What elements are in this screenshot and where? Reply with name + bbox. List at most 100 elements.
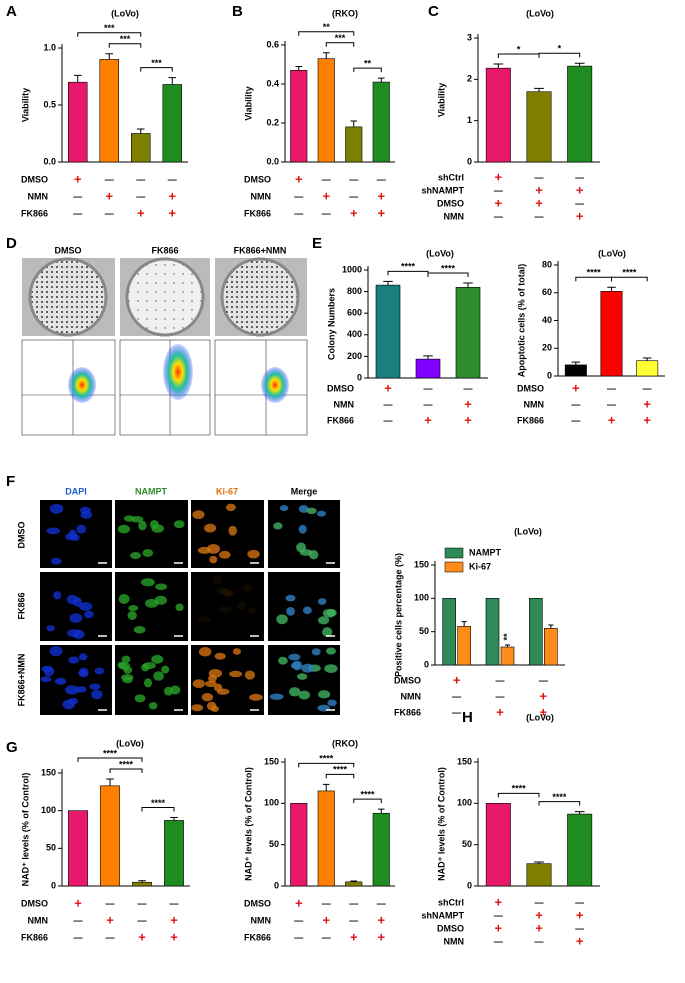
condition-sign: — <box>322 208 331 218</box>
cell <box>155 583 168 591</box>
y-tick-label: 20 <box>542 343 552 353</box>
cell <box>290 662 301 669</box>
condition-sign: — <box>322 932 331 942</box>
condition-sign: + <box>170 912 178 927</box>
bar <box>68 81 88 163</box>
significance-label: *** <box>120 34 131 44</box>
condition-sign: + <box>377 929 385 944</box>
error-bar <box>548 624 554 629</box>
y-tick-label: 0 <box>467 156 472 166</box>
cell <box>76 524 87 534</box>
condition-sign: + <box>424 412 432 427</box>
significance-bracket <box>108 43 142 48</box>
condition-label: DMSO <box>437 198 464 208</box>
error-bar <box>383 280 393 286</box>
cell <box>212 575 222 585</box>
condition-sign: + <box>540 688 548 703</box>
significance-label: **** <box>441 263 456 273</box>
micrographs <box>40 500 340 715</box>
condition-sign: — <box>575 897 584 907</box>
image-label: FK866 <box>151 245 178 255</box>
error-bar <box>350 880 358 882</box>
cell <box>121 674 134 681</box>
cell <box>204 523 217 533</box>
cell <box>306 507 317 515</box>
condition-label: shNAMPT <box>422 185 465 195</box>
bar <box>131 133 151 163</box>
condition-sign: + <box>138 929 146 944</box>
y-axis-label: Viability <box>20 88 30 122</box>
y-axis-label: NAD⁺ levels (% of Control) <box>436 767 446 881</box>
condition-sign: + <box>377 912 385 927</box>
condition-label: FK866 <box>517 415 544 425</box>
condition-sign: — <box>106 898 115 908</box>
cell <box>46 527 61 535</box>
cell <box>273 522 283 530</box>
cell <box>138 520 147 531</box>
bar <box>526 863 552 887</box>
condition-sign: + <box>576 182 584 197</box>
error-bar <box>534 861 544 864</box>
y-tick-label: 50 <box>46 843 56 853</box>
significance-label: **** <box>552 792 567 802</box>
condition-label: NMN <box>524 399 545 409</box>
bar <box>164 820 184 887</box>
error-bar <box>574 62 585 67</box>
condition-sign: — <box>575 923 584 933</box>
bar <box>455 286 481 379</box>
cell <box>322 627 333 637</box>
cell <box>192 679 205 689</box>
error-bar <box>571 361 581 365</box>
y-tick-label: 0.5 <box>43 99 56 109</box>
condition-sign: + <box>170 929 178 944</box>
y-tick-label: 60 <box>542 287 552 297</box>
condition-sign: — <box>452 691 461 701</box>
cell <box>148 701 158 710</box>
y-axis-label: Viability <box>436 83 446 117</box>
condition-sign: — <box>349 174 358 184</box>
cell <box>94 667 105 675</box>
error-bar <box>322 52 330 59</box>
condition-label: NMN <box>28 191 49 201</box>
bar <box>132 881 152 887</box>
cell <box>50 557 62 565</box>
condition-sign: — <box>136 191 145 201</box>
y-tick-label: 0.4 <box>266 78 279 88</box>
panel-label: C <box>428 3 439 20</box>
cell <box>91 689 103 700</box>
condition-label: DMSO <box>21 174 48 184</box>
row-label: FK866 <box>16 592 26 619</box>
error-bar <box>73 74 82 83</box>
cell <box>133 625 146 634</box>
bar <box>99 59 120 163</box>
condition-sign: + <box>74 171 82 186</box>
y-tick-label: 1000 <box>342 264 362 274</box>
significance-bracket <box>109 768 143 774</box>
cell <box>72 629 85 640</box>
error-bar <box>463 282 473 288</box>
bar <box>442 598 456 666</box>
error-bar <box>322 783 330 791</box>
cell <box>127 611 137 620</box>
cell <box>130 552 141 559</box>
significance-label: **** <box>587 268 602 278</box>
condition-sign: — <box>377 898 386 908</box>
error-bar <box>136 128 145 134</box>
significance-label: **** <box>512 784 527 794</box>
y-tick-label: 50 <box>269 839 279 849</box>
condition-sign: + <box>464 396 472 411</box>
condition-sign: — <box>294 915 303 925</box>
y-tick-label: 0 <box>357 372 362 382</box>
bar <box>372 812 390 887</box>
significance-label: ** <box>364 59 372 69</box>
condition-label: FK866 <box>244 932 271 942</box>
condition-sign: — <box>494 211 503 221</box>
cell <box>142 549 154 557</box>
y-tick-label: 80 <box>542 259 552 269</box>
cell <box>318 690 331 699</box>
y-tick-label: 3 <box>467 32 472 42</box>
condition-sign: + <box>464 412 472 427</box>
chart-title: (LoVo) <box>526 712 554 722</box>
condition-sign: + <box>572 380 580 395</box>
cell <box>288 653 301 661</box>
